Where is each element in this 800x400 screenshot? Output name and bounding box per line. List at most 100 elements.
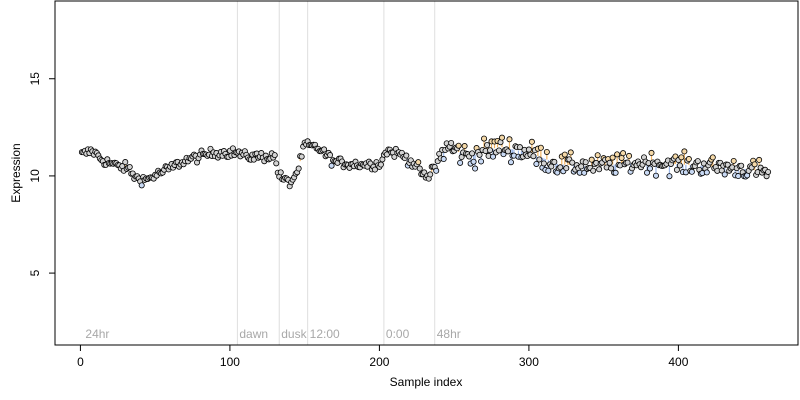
x-tick-label-1: 100 [220, 355, 240, 369]
data-point-450 [751, 161, 758, 168]
data-point-247 [448, 139, 455, 146]
y-tick-label-2: 15 [28, 72, 42, 86]
data-point-345 [594, 152, 601, 159]
data-point-304 [533, 160, 540, 167]
data-point-279 [496, 147, 503, 154]
data-point-320 [557, 164, 564, 171]
data-point-400 [676, 162, 683, 169]
y-axis: 5 10 15 [28, 72, 56, 276]
data-points [78, 134, 772, 190]
data-point-327 [567, 149, 574, 156]
data-point-334 [578, 163, 585, 170]
data-point-398 [673, 166, 680, 173]
x-tick-label-3: 300 [519, 355, 539, 369]
data-point-384 [652, 172, 659, 179]
vertical-line-label-4: 0:00 [386, 327, 410, 341]
data-point-32 [126, 164, 133, 171]
data-point-293 [516, 144, 523, 151]
data-point-312 [545, 167, 552, 174]
data-point-145 [295, 165, 302, 172]
data-point-302 [530, 153, 537, 160]
data-point-353 [606, 159, 613, 166]
data-point-196 [371, 166, 378, 173]
data-point-29 [122, 159, 129, 166]
data-point-233 [427, 171, 434, 178]
data-point-266 [476, 151, 483, 158]
data-point-209 [391, 153, 398, 160]
vertical-line-label-2: dusk [281, 327, 307, 341]
data-point-133 [277, 169, 284, 176]
data-point-129 [271, 152, 278, 159]
data-point-225 [415, 159, 422, 166]
data-point-336 [581, 169, 588, 176]
data-point-412 [694, 158, 701, 165]
data-point-378 [644, 169, 651, 176]
data-point-166 [327, 152, 334, 159]
data-point-354 [608, 165, 615, 172]
data-point-130 [273, 160, 280, 167]
data-point-242 [440, 156, 447, 163]
data-point-357 [612, 169, 619, 176]
data-point-101 [229, 145, 236, 152]
data-point-355 [609, 154, 616, 161]
x-axis: 0 100 200 300 400 [77, 344, 689, 369]
x-axis-label: Sample index [390, 375, 463, 389]
data-point-275 [490, 153, 497, 160]
data-point-439 [735, 173, 742, 180]
data-point-217 [403, 152, 410, 159]
data-point-422 [709, 154, 716, 161]
data-point-328 [569, 159, 576, 166]
data-point-408 [688, 168, 695, 175]
data-point-262 [470, 158, 477, 165]
data-point-418 [703, 169, 710, 176]
data-point-341 [588, 156, 595, 163]
data-point-365 [624, 159, 631, 166]
data-point-226 [416, 165, 423, 172]
vertical-reference-lines: 24hr dawn dusk 12:00 0:00 48hr [85, 1, 461, 345]
data-point-252 [455, 142, 462, 149]
x-tick-label-0: 0 [77, 355, 84, 369]
data-point-269 [481, 135, 488, 142]
data-point-309 [540, 160, 547, 167]
data-point-263 [472, 165, 479, 172]
x-tick-label-4: 400 [668, 355, 688, 369]
x-tick-label-2: 200 [369, 355, 389, 369]
data-point-311 [543, 148, 550, 155]
data-point-393 [666, 173, 673, 180]
vertical-line-label-3: 12:00 [310, 327, 340, 341]
data-point-287 [507, 159, 514, 166]
data-point-307 [537, 144, 544, 151]
data-point-441 [738, 162, 745, 169]
y-tick-label-0: 5 [28, 269, 42, 276]
data-point-237 [433, 167, 440, 174]
data-point-285 [504, 148, 511, 155]
data-point-430 [721, 171, 728, 178]
data-point-286 [506, 136, 513, 143]
data-point-253 [457, 159, 464, 166]
data-point-403 [681, 148, 688, 155]
data-point-459 [765, 168, 772, 175]
data-point-362 [620, 150, 627, 157]
data-point-366 [626, 152, 633, 159]
vertical-line-label-5: 48hr [437, 327, 461, 341]
data-point-273 [487, 147, 494, 154]
data-point-40 [138, 182, 145, 189]
y-axis-label: Expression [9, 143, 23, 202]
data-point-267 [478, 158, 485, 165]
vertical-line-label-0: 24hr [85, 327, 109, 341]
data-point-337 [582, 159, 589, 166]
data-point-342 [590, 167, 597, 174]
data-point-323 [561, 151, 568, 158]
data-point-436 [730, 157, 737, 164]
data-point-346 [596, 166, 603, 173]
data-point-316 [551, 158, 558, 165]
data-point-406 [685, 156, 692, 163]
data-point-281 [498, 134, 505, 141]
y-tick-label-1: 10 [28, 169, 42, 183]
data-point-256 [461, 143, 468, 150]
data-point-299 [525, 146, 532, 153]
data-point-358 [614, 151, 621, 158]
data-point-380 [646, 165, 653, 172]
data-point-324 [563, 165, 570, 172]
